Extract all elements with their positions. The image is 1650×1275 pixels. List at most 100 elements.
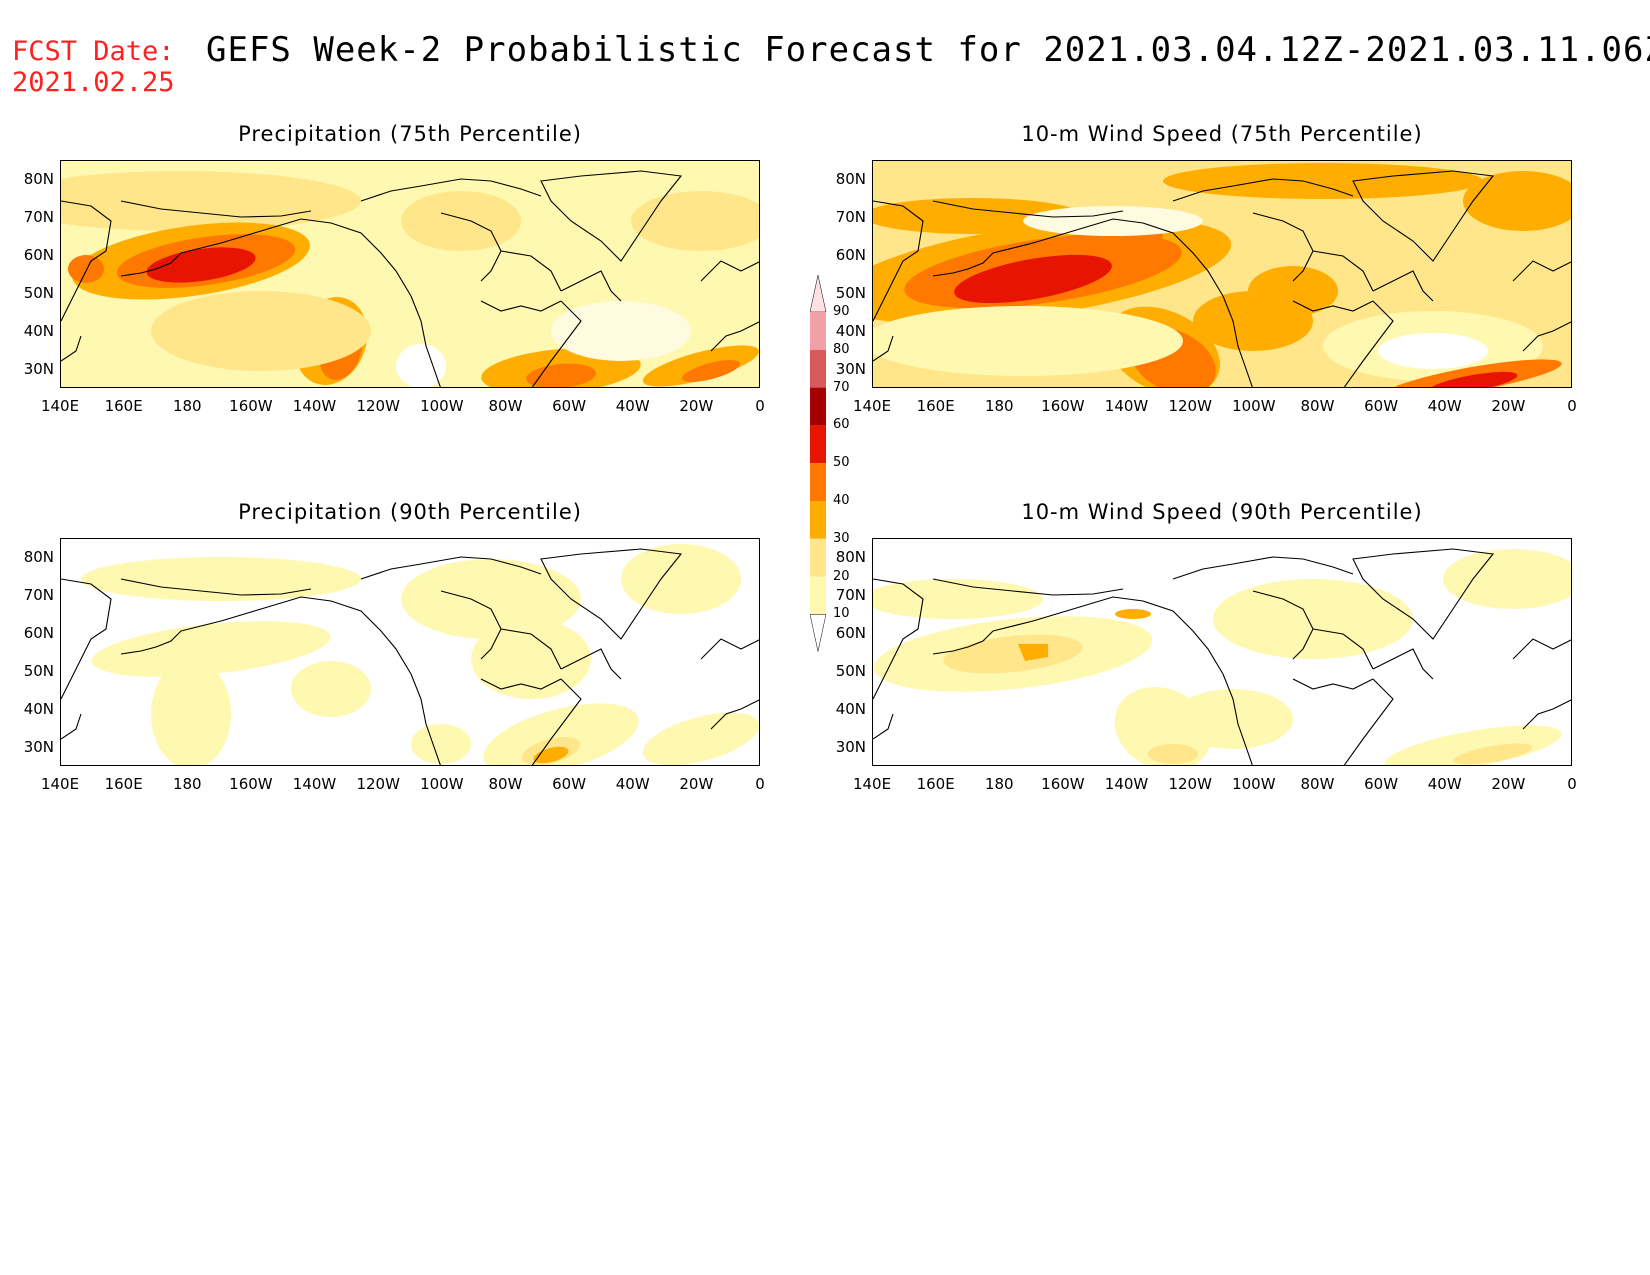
- longitude-tick-label: 20W: [679, 775, 714, 793]
- coastline: [180, 596, 412, 675]
- coastline: [61, 200, 112, 322]
- colorbar-swatch: [810, 387, 826, 426]
- latitude-tick-label: 40N: [23, 322, 54, 340]
- probability-contour: [1023, 206, 1203, 236]
- longitude-tick-label: 120W: [1168, 775, 1212, 793]
- latitude-tick-label: 60N: [835, 246, 866, 264]
- coastline: [710, 321, 759, 352]
- map-area: [60, 538, 760, 766]
- probability-contour: [631, 191, 759, 251]
- colorbar-tick-label: 10: [833, 606, 850, 622]
- probability-contour: [401, 559, 581, 639]
- coastline: [1343, 678, 1394, 765]
- probability-contour: [873, 306, 1183, 376]
- coastline: [1352, 170, 1495, 262]
- coastline: [120, 578, 312, 596]
- probability-shading: [873, 161, 1571, 387]
- coastline: [360, 556, 542, 580]
- coastlines: [873, 170, 1571, 387]
- coastline: [873, 713, 894, 740]
- coastline: [1522, 321, 1571, 352]
- probability-contour: [81, 557, 361, 601]
- longitude-tick-label: 40W: [1427, 397, 1462, 415]
- longitude-tick-label: 0: [755, 397, 765, 415]
- forecast-date-label: FCST Date:: [12, 36, 175, 67]
- probability-contour: [526, 363, 596, 387]
- longitude-tick-label: 140W: [292, 775, 337, 793]
- latitude-tick-label: 60N: [23, 246, 54, 264]
- longitude-tick-label: 0: [1567, 775, 1577, 793]
- coastline: [700, 638, 759, 660]
- coastline: [1312, 628, 1374, 670]
- probability-contour: [1428, 371, 1518, 387]
- longitude-tick-label: 160E: [104, 775, 143, 793]
- colorbar-tick-label: 90: [833, 304, 850, 319]
- probability-contour: [91, 621, 331, 677]
- coastline: [480, 678, 562, 690]
- coastline: [560, 648, 622, 680]
- coastline: [120, 200, 312, 218]
- probability-contour: [642, 712, 759, 765]
- panel-title: 10-m Wind Speed (90th Percentile): [1021, 500, 1423, 524]
- longitude-tick-label: 140W: [292, 397, 337, 415]
- longitude-tick-label: 180: [172, 397, 202, 415]
- coastline: [1292, 678, 1374, 690]
- longitude-tick-label: 40W: [615, 397, 650, 415]
- coastline: [1312, 250, 1374, 292]
- probability-contour: [1384, 725, 1562, 765]
- coastline: [992, 218, 1224, 297]
- latitude-tick-label: 50N: [23, 662, 54, 680]
- coastline: [1252, 590, 1314, 660]
- longitude-tick-label: 180: [984, 397, 1014, 415]
- latitude-tick-label: 80N: [835, 170, 866, 188]
- panel-wind-speed-75th: 10-m Wind Speed (75th Percentile) 80N 70N…: [812, 122, 1577, 422]
- longitude-tick-label: 160E: [104, 397, 143, 415]
- panel-title: Precipitation (75th Percentile): [238, 122, 582, 146]
- coastline: [440, 212, 502, 282]
- longitude-tick-label: 160W: [229, 775, 273, 793]
- longitude-tick-label: 60W: [1364, 775, 1399, 793]
- probability-contour: [411, 724, 471, 764]
- coastline: [1292, 300, 1374, 312]
- coastline: [1252, 212, 1314, 282]
- coastline: [1512, 260, 1571, 282]
- map-area: [60, 160, 760, 388]
- coastline: [1172, 556, 1354, 580]
- colorbar-overflow-triangle: [810, 275, 827, 313]
- colorbar-tick-label: 70: [833, 379, 850, 395]
- longitude-tick-label: 120W: [356, 397, 400, 415]
- coastline: [873, 578, 924, 700]
- longitude-tick-label: 20W: [679, 397, 714, 415]
- map-area: [872, 160, 1572, 388]
- colorbar-tick-label: 60: [833, 417, 850, 433]
- coastline: [540, 548, 683, 640]
- probability-contour: [1115, 609, 1151, 619]
- longitude-tick-label: 160E: [916, 775, 955, 793]
- coastline: [932, 252, 994, 277]
- longitude-tick-label: 140W: [1104, 397, 1149, 415]
- colorbar-tick-label: 50: [833, 455, 850, 471]
- probability-contour: [68, 255, 104, 283]
- colorbar-swatch: [810, 576, 826, 615]
- longitude-tick-label: 80W: [1300, 397, 1335, 415]
- coastline: [560, 270, 622, 302]
- coastline: [480, 300, 562, 312]
- longitude-tick-label: 60W: [552, 775, 587, 793]
- forecast-map: [873, 539, 1571, 765]
- latitude-tick-label: 80N: [23, 548, 54, 566]
- longitude-tick-label: 160W: [1041, 775, 1085, 793]
- coastline: [932, 200, 1124, 218]
- coastline: [1512, 638, 1571, 660]
- coastlines: [873, 548, 1571, 765]
- map-area: [872, 538, 1572, 766]
- forecast-date-value: 2021.02.25: [12, 67, 175, 98]
- latitude-tick-label: 50N: [23, 284, 54, 302]
- coastline: [873, 335, 894, 362]
- latitude-tick-label: 70N: [23, 586, 54, 604]
- longitude-tick-label: 80W: [1300, 775, 1335, 793]
- probability-contour: [61, 171, 361, 231]
- coastline: [1222, 295, 1253, 387]
- longitude-tick-label: 160W: [1041, 397, 1085, 415]
- coastline: [1222, 673, 1253, 765]
- probability-contour: [1463, 171, 1571, 231]
